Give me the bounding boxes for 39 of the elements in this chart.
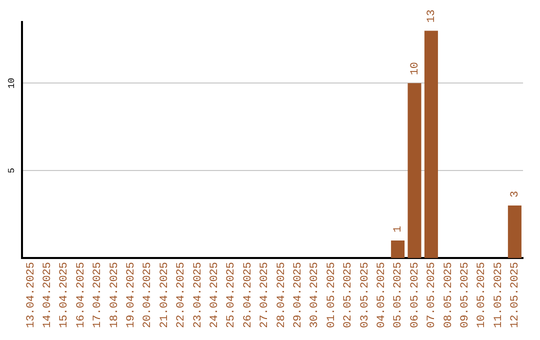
x-tick-label: 02.05.2025 xyxy=(342,262,355,328)
x-tick-label: 24.04.2025 xyxy=(208,262,221,328)
x-tick-label: 05.05.2025 xyxy=(392,262,405,328)
x-tick-label: 14.04.2025 xyxy=(42,262,54,328)
bar xyxy=(424,30,438,258)
x-tick-label: 07.05.2025 xyxy=(426,262,438,328)
x-tick-label: 01.05.2025 xyxy=(326,262,338,328)
x-tick-label: 08.05.2025 xyxy=(442,262,455,328)
x-tick-label: 20.04.2025 xyxy=(142,262,154,328)
x-tick-label: 19.04.2025 xyxy=(125,262,138,328)
x-tick-label: 13.04.2025 xyxy=(25,262,38,328)
x-tick-label: 11.05.2025 xyxy=(492,262,505,328)
data-label: 1 xyxy=(392,226,405,233)
bar xyxy=(391,240,405,258)
x-tick-label: 26.04.2025 xyxy=(242,262,254,328)
x-tick-label: 18.04.2025 xyxy=(108,262,121,328)
x-tick-label: 10.05.2025 xyxy=(476,262,488,328)
x-tick-label: 06.05.2025 xyxy=(409,262,422,328)
y-tick-label: 5 xyxy=(7,168,17,174)
x-tick-label: 29.04.2025 xyxy=(292,262,304,328)
data-label: 13 xyxy=(426,10,438,23)
data-label: 3 xyxy=(510,190,522,198)
x-tick-label: 25.04.2025 xyxy=(226,262,238,328)
x-tick-label: 27.04.2025 xyxy=(259,262,272,328)
bar xyxy=(508,206,522,258)
x-tick-label: 22.04.2025 xyxy=(176,262,188,328)
x-tick-label: 09.05.2025 xyxy=(460,262,472,328)
x-tick-label: 03.05.2025 xyxy=(359,262,372,328)
x-tick-label: 17.04.2025 xyxy=(92,262,104,328)
x-tick-label: 04.05.2025 xyxy=(376,262,388,328)
x-tick-label: 21.04.2025 xyxy=(158,262,171,328)
x-tick-label: 15.04.2025 xyxy=(58,262,71,328)
x-tick-label: 30.04.2025 xyxy=(309,262,322,328)
x-tick-label: 16.04.2025 xyxy=(75,262,88,328)
data-label: 10 xyxy=(409,62,422,76)
x-tick-label: 12.05.2025 xyxy=(510,262,522,328)
bar xyxy=(408,83,422,258)
x-tick-label: 28.04.2025 xyxy=(276,262,288,328)
x-tick-label: 23.04.2025 xyxy=(192,262,204,328)
